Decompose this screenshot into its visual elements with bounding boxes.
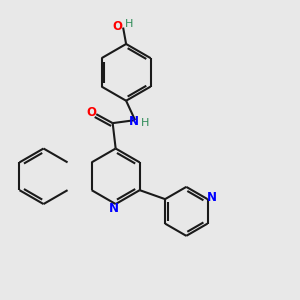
Text: H: H [140,118,149,128]
Text: O: O [87,106,97,119]
Text: N: N [129,115,139,128]
Text: N: N [109,202,119,215]
Text: H: H [125,19,133,29]
Text: O: O [113,20,123,33]
Text: N: N [207,191,217,204]
